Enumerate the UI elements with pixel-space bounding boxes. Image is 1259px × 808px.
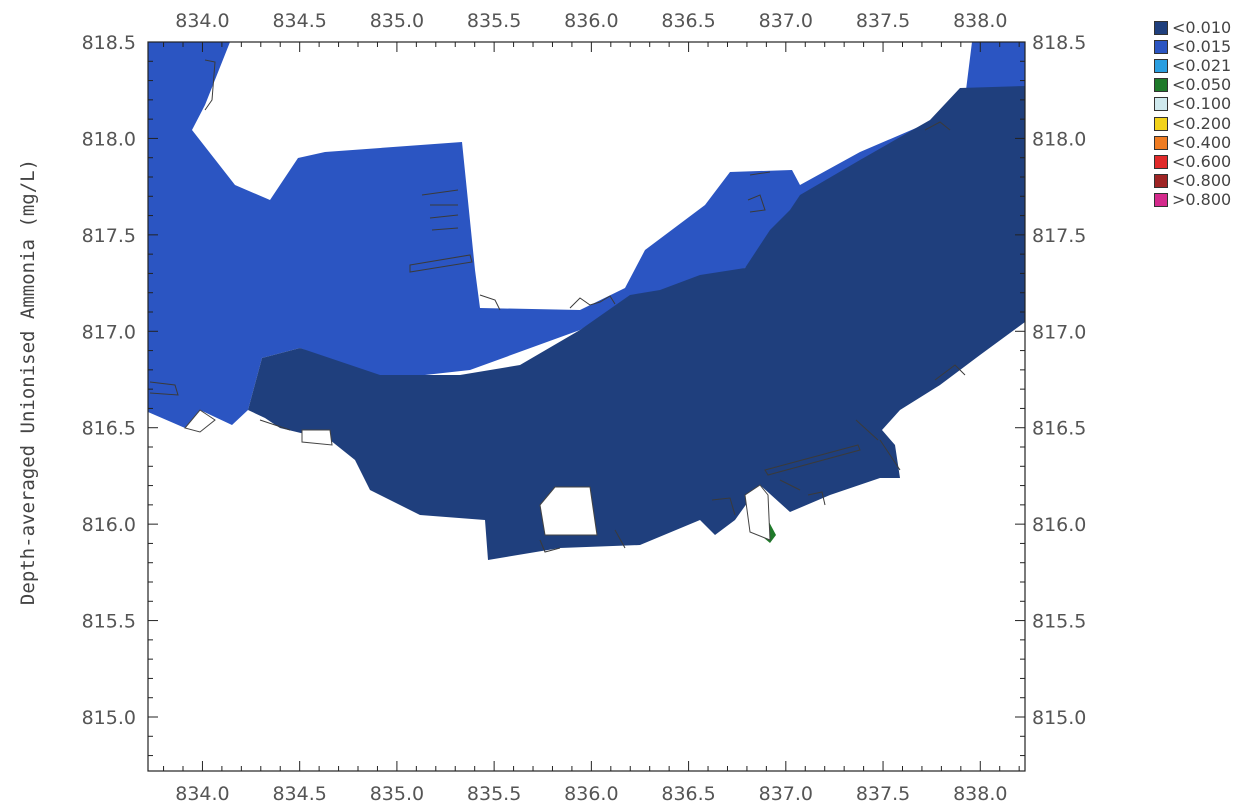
x-ticks-bottom: 834.0 834.5 835.0 835.5 836.0 836.5 837.0 837.5… [163, 761, 1020, 805]
legend-item: <0.015 [1154, 37, 1231, 56]
legend-item: >0.800 [1154, 191, 1231, 210]
legend-swatch [1154, 39, 1168, 54]
x-tick-label-top: 836.0 [564, 10, 618, 32]
y-tick-label-right: 817.5 [1032, 225, 1086, 247]
y-ticks-left: 818.5 818.0 817.5 817.0 816.5 816.0 815.5 815.0 [82, 32, 158, 757]
x-tick-label-bottom: 835.5 [467, 783, 521, 805]
x-tick-label-bottom: 835.0 [370, 783, 424, 805]
legend-label: <0.015 [1172, 36, 1232, 56]
legend-label: <0.200 [1172, 113, 1232, 133]
legend-label: <0.800 [1172, 171, 1232, 191]
y-tick-label-left: 815.5 [82, 611, 136, 633]
x-tick-label-top: 834.0 [175, 10, 229, 32]
legend-item: <0.600 [1154, 152, 1231, 171]
concentration-region-lt-0015 [148, 42, 1025, 428]
legend-item: <0.200 [1154, 114, 1231, 133]
legend-item: <0.100 [1154, 95, 1231, 114]
y-tick-label-right: 817.0 [1032, 321, 1086, 343]
legend-label: <0.100 [1172, 94, 1232, 114]
land-island [539, 486, 598, 536]
legend-swatch [1154, 78, 1168, 93]
x-tick-label-top: 836.5 [661, 10, 715, 32]
land-corner [184, 409, 216, 433]
legend-swatch [1154, 174, 1168, 189]
legend-swatch [1154, 97, 1168, 112]
legend-label: >0.800 [1172, 190, 1232, 210]
legend-label: <0.050 [1172, 75, 1232, 95]
x-tick-label-top: 835.5 [467, 10, 521, 32]
x-tick-label-bottom: 836.0 [564, 783, 618, 805]
x-tick-label-top: 837.0 [759, 10, 813, 32]
concentration-region-lt-0010 [248, 86, 1025, 560]
legend-swatch [1154, 135, 1168, 150]
legend-item: <0.010 [1154, 18, 1231, 37]
x-tick-label-top: 837.5 [856, 10, 910, 32]
legend-item: <0.050 [1154, 76, 1231, 95]
legend-label: <0.021 [1172, 55, 1232, 75]
legend: <0.010 <0.015 <0.021 <0.050 <0.100 <0.200 <0.4… [1154, 18, 1231, 210]
legend-item: <0.400 [1154, 133, 1231, 152]
plot-frame [147, 41, 1026, 772]
legend-swatch [1154, 58, 1168, 73]
legend-swatch [1154, 154, 1168, 169]
y-tick-label-right: 815.0 [1032, 707, 1086, 729]
x-tick-label-bottom: 834.0 [175, 783, 229, 805]
y-tick-label-right: 815.5 [1032, 611, 1086, 633]
y-tick-label-left: 817.5 [82, 225, 136, 247]
y-tick-label-left: 816.0 [82, 514, 136, 536]
y-tick-label-right: 816.5 [1032, 418, 1086, 440]
y-tick-label-left: 818.0 [82, 128, 136, 150]
coastline-details [149, 59, 966, 553]
x-tick-label-bottom: 837.0 [759, 783, 813, 805]
x-tick-label-top: 838.0 [953, 10, 1007, 32]
y-tick-label-right: 818.0 [1032, 128, 1086, 150]
x-tick-label-bottom: 837.5 [856, 783, 910, 805]
land-pier [301, 429, 333, 446]
y-tick-label-right: 816.0 [1032, 514, 1086, 536]
y-ticks-right: 818.5 818.0 817.5 817.0 816.5 816.0 815.5 815.0 [1015, 32, 1086, 757]
legend-item: <0.800 [1154, 172, 1231, 191]
legend-swatch [1154, 193, 1168, 208]
y-tick-label-left: 818.5 [82, 32, 136, 54]
legend-swatch [1154, 116, 1168, 131]
y-tick-label-left: 817.0 [82, 321, 136, 343]
x-tick-label-top: 834.5 [272, 10, 326, 32]
x-ticks-top: 834.0 834.5 835.0 835.5 836.0 836.5 837.0 837.5… [163, 10, 1020, 52]
x-tick-label-bottom: 838.0 [953, 783, 1007, 805]
legend-label: <0.600 [1172, 151, 1232, 171]
legend-item: <0.021 [1154, 56, 1231, 75]
y-tick-label-right: 818.5 [1032, 32, 1086, 54]
land-notch [744, 484, 771, 541]
x-tick-label-bottom: 834.5 [272, 783, 326, 805]
legend-swatch [1154, 20, 1168, 35]
legend-label: <0.010 [1172, 17, 1232, 37]
y-tick-label-left: 816.5 [82, 418, 136, 440]
x-tick-label-bottom: 836.5 [661, 783, 715, 805]
y-tick-label-left: 815.0 [82, 707, 136, 729]
legend-label: <0.400 [1172, 132, 1232, 152]
x-tick-label-top: 835.0 [370, 10, 424, 32]
